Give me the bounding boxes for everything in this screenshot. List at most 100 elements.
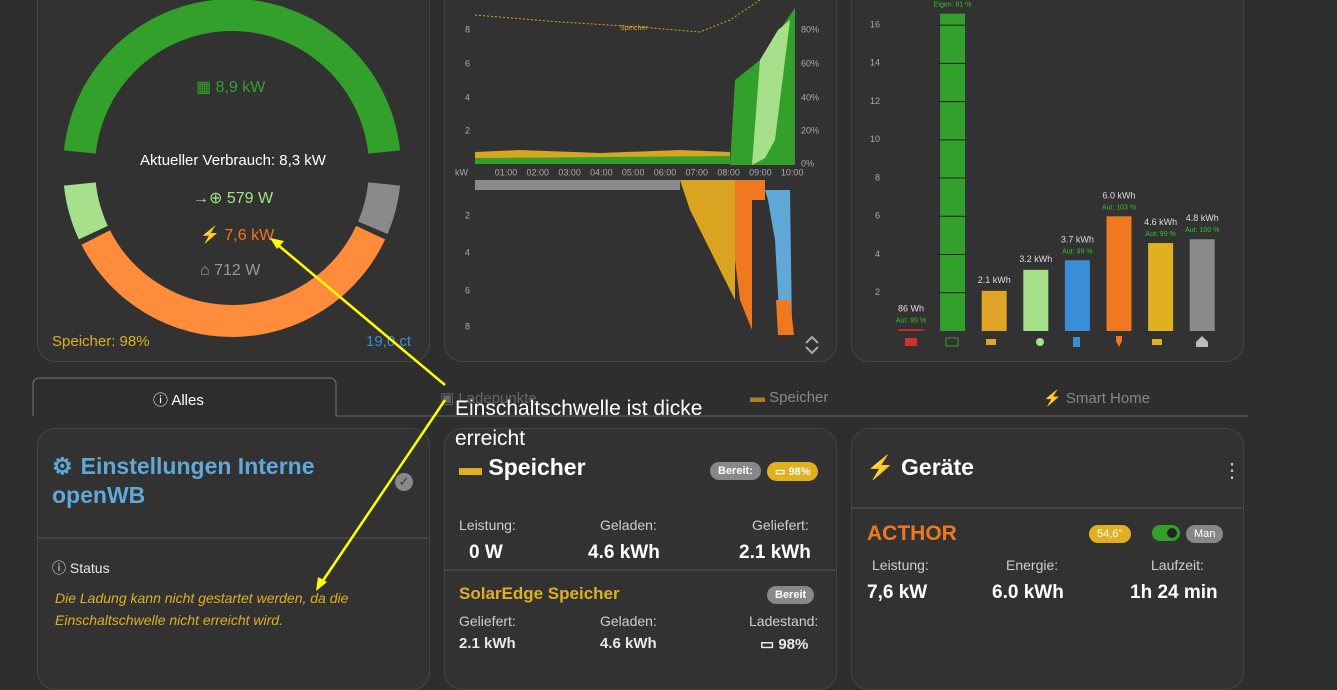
grid-value: 579 W: [226, 190, 274, 207]
value: 0 W: [469, 542, 503, 563]
settings-title: ⚙ Einstellungen Interne openWB: [52, 453, 315, 508]
tab-label: Speicher: [769, 389, 829, 406]
value: 7,6 kW: [867, 582, 928, 603]
x-tick-label: 09:00: [749, 167, 772, 177]
y2-tick-label: 0%: [801, 158, 814, 168]
y-tick-label: 6: [465, 285, 470, 295]
consumption: Aktueller Verbrauch: 8,3 kW: [140, 152, 326, 169]
power-chart-areas: [474, 0, 795, 335]
value: 1h 24 min: [1130, 582, 1218, 603]
tab-label: Ladepunkte: [458, 390, 537, 407]
bar-aut-label: Aut: 99 %: [1062, 248, 1092, 255]
x-tick-label: 08:00: [717, 167, 740, 177]
unit-label: kW: [455, 167, 469, 177]
tab[interactable]: ⚡ Smart Home: [1043, 390, 1151, 407]
x-tick-label: 07:00: [686, 167, 709, 177]
scroll-icon: [805, 335, 819, 355]
y2-tick-label: 20%: [801, 125, 819, 135]
y-tick-label: 10: [870, 134, 880, 144]
state-badge: Bereit: [767, 586, 815, 604]
ring-segment: [357, 181, 401, 235]
y-tick-label: 2: [465, 125, 470, 135]
bar-label: 2.1 kWh: [978, 275, 1011, 285]
pv-power: ▦ 8,9 kW: [196, 79, 266, 96]
mode-badge: Man: [1186, 525, 1224, 543]
ring-segment: [63, 0, 401, 154]
soc-badge: ▭ 98%: [767, 462, 819, 481]
label: Geliefert:: [752, 517, 809, 533]
y2-tick-label: 40%: [801, 92, 819, 102]
series-label: Speicher: [620, 25, 648, 32]
bar: [981, 290, 1007, 331]
x-tick-label: 05:00: [622, 167, 645, 177]
bar-label: 3.7 kWh: [1061, 234, 1094, 244]
storage-soc: Speicher: 98%: [52, 333, 150, 350]
y-tick-label: 14: [870, 58, 880, 68]
status-text: Die Ladung kann nicht gestartet werden, …: [55, 590, 349, 628]
tab[interactable]: ⓘ Alles: [153, 392, 204, 409]
label: Laufzeit:: [1151, 557, 1204, 573]
y-tick-label: 8: [465, 24, 470, 34]
y-tick-label: 4: [465, 247, 470, 257]
x-tick-label: 06:00: [654, 167, 677, 177]
value: 4.6 kWh: [600, 635, 657, 652]
settings-title-text: Einstellungen Interne openWB: [52, 453, 315, 508]
y-tick-label: 16: [870, 19, 880, 29]
soc-value: 98%: [778, 636, 809, 653]
device-value: 7,6 kW: [224, 227, 275, 244]
bar-aut-label: Eigen: 81 %: [934, 2, 972, 9]
soc-value: 98%: [788, 466, 811, 478]
y-tick-label: 8: [465, 321, 470, 331]
x-tick-label: 04:00: [590, 167, 613, 177]
y-tick-label: 4: [875, 249, 880, 259]
devices-title: ⚡ Geräte: [866, 454, 974, 480]
bar: [1023, 269, 1049, 331]
bar-label: 86 Wh: [898, 303, 924, 313]
label: Geladen:: [600, 517, 657, 533]
ready-badge: Bereit:: [710, 462, 761, 480]
y-tick-label: 12: [870, 96, 880, 106]
graphics: 8 6 4 2 80% 60% 40% 20% 0% 2 4 6 8 01:00 02:00 03:00 04:…: [32, 0, 1248, 571]
label: Ladestand:: [749, 613, 819, 629]
bar: [1148, 243, 1174, 331]
ring-segment: [63, 181, 109, 240]
check-icon: ✓: [395, 473, 413, 491]
y-tick-label: 2: [875, 287, 880, 297]
value: 2.1 kWh: [459, 635, 516, 652]
pv-value: 8,9 kW: [215, 79, 266, 96]
device-name: SolarEdge Speicher: [459, 584, 620, 603]
label: Leistung:: [459, 517, 516, 533]
y-tick-label: 8: [875, 172, 880, 182]
bar: [1106, 216, 1132, 331]
status: ⓘ Status: [52, 560, 110, 576]
label: Geliefert:: [459, 613, 516, 629]
y-tick-label: 6: [875, 211, 880, 221]
tab[interactable]: ▬ Speicher: [750, 389, 829, 406]
bar: [1064, 260, 1090, 331]
x-tick-label: 10:00: [781, 167, 804, 177]
y2-tick-label: 80%: [801, 24, 819, 34]
bar-label: 4.6 kWh: [1144, 217, 1177, 227]
page: {"overview":{"pv":"8,9 kW","consumption"…: [32, 0, 1248, 690]
value: 2.1 kWh: [739, 542, 811, 563]
label: Energie:: [1006, 557, 1059, 573]
bar-aut-label: Aut: 99 %: [896, 317, 926, 324]
x-tick-label: 01:00: [495, 167, 518, 177]
menu-icon[interactable]: ⋮: [1222, 460, 1242, 482]
toggle[interactable]: [1152, 525, 1180, 541]
bar-aut-label: Aut: 99 %: [1145, 231, 1175, 238]
y-tick-label: 4: [465, 92, 470, 102]
x-tick-label: 02:00: [527, 167, 550, 177]
house-power: ⌂ 712 W: [200, 262, 261, 279]
device-power: ⚡ 7,6 kW: [200, 227, 275, 244]
status-label: Status: [69, 560, 110, 576]
bar: [940, 13, 966, 331]
label: Leistung:: [872, 557, 929, 573]
y-tick-label: 6: [465, 58, 470, 68]
label: Geladen:: [600, 613, 657, 629]
bar-label: 6.0 kWh: [1102, 190, 1135, 200]
value: ▭ 98%: [760, 636, 809, 653]
bar: [1189, 239, 1215, 331]
bar-label: 3.2 kWh: [1019, 254, 1052, 264]
value: 4.6 kWh: [588, 542, 660, 563]
